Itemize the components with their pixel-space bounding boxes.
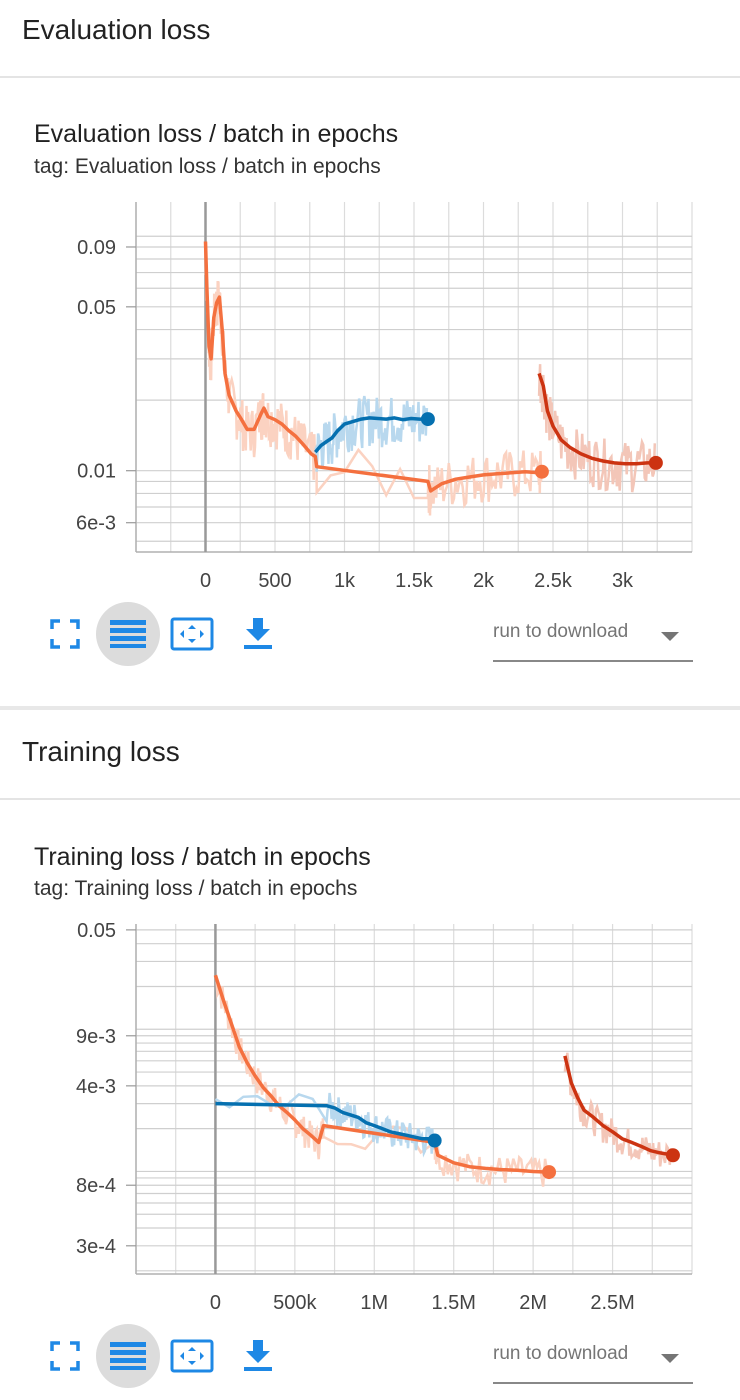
x-tick-label: 1.5M xyxy=(431,1292,475,1312)
fit-domain-button[interactable] xyxy=(160,1324,224,1388)
raw-series-line xyxy=(314,395,429,472)
series-line[interactable] xyxy=(563,1055,674,1157)
x-tick-label: 500k xyxy=(273,1292,317,1312)
download-icon xyxy=(244,1340,272,1371)
series-line[interactable] xyxy=(213,974,550,1174)
data-selection-button[interactable] xyxy=(96,1324,160,1388)
chevron-down-icon xyxy=(661,1354,679,1363)
x-tick-label: 2.5M xyxy=(590,1292,634,1312)
fit-domain-icon xyxy=(170,1339,214,1373)
x-tick-label: 500 xyxy=(258,570,291,590)
fullscreen-icon xyxy=(50,619,80,649)
fullscreen-button[interactable] xyxy=(33,1324,97,1388)
y-tick-label: 0.05 xyxy=(77,297,116,319)
y-tick-label: 0.01 xyxy=(77,461,116,483)
x-tick-label: 1M xyxy=(360,1292,388,1312)
x-tick-label: 0 xyxy=(200,570,211,590)
section-header-training[interactable]: Training loss xyxy=(0,722,740,800)
card-tag: tag: Evaluation loss / batch in epochs xyxy=(34,155,381,178)
section-heading: Evaluation loss xyxy=(22,14,211,45)
evaluation-loss-chart[interactable]: 0.09 0.05 0.01 6e-3 0 500 1k 1.5k 2k 2.5k 3k xyxy=(0,190,740,590)
card-title: Training loss / batch in epochs xyxy=(34,843,371,871)
x-tick-label: 1.5k xyxy=(395,570,434,590)
x-tick-label: 2M xyxy=(519,1292,547,1312)
section-heading: Training loss xyxy=(22,736,180,767)
y-tick-label: 6e-3 xyxy=(76,513,116,535)
x-tick-label: 0 xyxy=(210,1292,221,1312)
series-end-point[interactable] xyxy=(665,1148,680,1163)
card-title: Evaluation loss / batch in epochs xyxy=(34,120,399,148)
fullscreen-icon xyxy=(50,1341,80,1371)
series-line[interactable] xyxy=(537,372,656,466)
raw-series-line xyxy=(214,974,549,1187)
run-select-label: run to download xyxy=(493,1343,629,1364)
series-end-point[interactable] xyxy=(534,464,549,479)
series-end-point[interactable] xyxy=(648,455,663,470)
y-tick-label: 0.05 xyxy=(77,920,116,942)
fullscreen-button[interactable] xyxy=(33,602,97,666)
y-tick-label: 9e-3 xyxy=(76,1026,116,1048)
fit-domain-icon xyxy=(170,617,214,651)
training-loss-chart[interactable]: 0.05 9e-3 4e-3 8e-4 3e-4 0 500k 1M 1.5M 2M 2.5M xyxy=(0,912,740,1312)
section-header-evaluation[interactable]: Evaluation loss xyxy=(0,0,740,78)
raw-series-line xyxy=(537,364,657,493)
chart-toolbar: run to download xyxy=(0,602,740,666)
series-end-point[interactable] xyxy=(420,412,435,427)
x-tick-label: 2k xyxy=(473,570,495,590)
card-tag: tag: Training loss / batch in epochs xyxy=(34,877,358,900)
x-tick-label: 3k xyxy=(612,570,634,590)
run-to-download-select[interactable]: run to download xyxy=(493,620,693,662)
y-tick-label: 0.09 xyxy=(77,237,116,259)
x-tick-label: 2.5k xyxy=(534,570,573,590)
data-selection-icon xyxy=(110,1342,146,1370)
data-selection-button[interactable] xyxy=(96,602,160,666)
run-to-download-select[interactable]: run to download xyxy=(493,1342,693,1384)
series-end-point[interactable] xyxy=(427,1133,442,1148)
x-tick-label: 1k xyxy=(334,570,356,590)
chevron-down-icon xyxy=(661,632,679,641)
fit-domain-button[interactable] xyxy=(160,602,224,666)
series-line[interactable] xyxy=(313,416,428,454)
series-end-point[interactable] xyxy=(542,1165,557,1180)
download-icon xyxy=(244,618,272,649)
y-tick-label: 8e-4 xyxy=(76,1175,116,1197)
y-tick-label: 4e-3 xyxy=(76,1076,116,1098)
raw-series-line xyxy=(563,1052,673,1167)
series-line[interactable] xyxy=(215,1101,436,1143)
data-selection-icon xyxy=(110,620,146,648)
run-select-label: run to download xyxy=(493,621,629,642)
series-line[interactable] xyxy=(203,241,543,493)
download-button[interactable] xyxy=(226,1324,290,1388)
y-tick-label: 3e-4 xyxy=(76,1236,116,1258)
chart-toolbar: run to download xyxy=(0,1324,740,1388)
section-divider xyxy=(0,706,740,710)
raw-series-line xyxy=(214,1092,435,1158)
download-button[interactable] xyxy=(226,602,290,666)
